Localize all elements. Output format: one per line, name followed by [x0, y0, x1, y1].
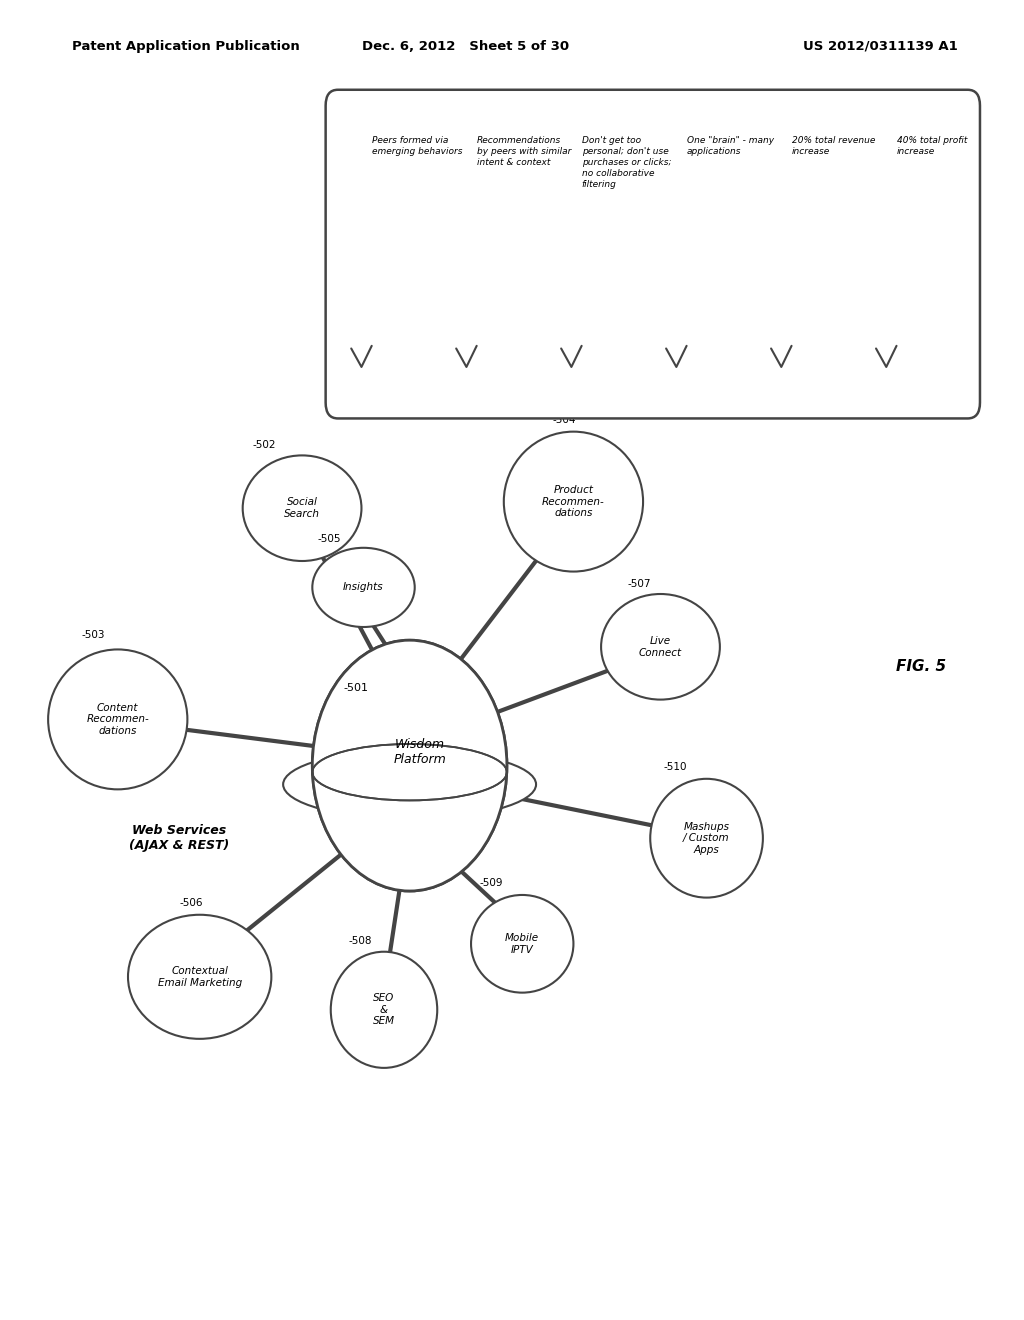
FancyBboxPatch shape	[326, 90, 980, 418]
Text: -506: -506	[179, 898, 203, 908]
Ellipse shape	[312, 548, 415, 627]
Text: -505: -505	[317, 533, 341, 544]
Text: -508: -508	[348, 936, 372, 946]
Ellipse shape	[601, 594, 720, 700]
Text: -502: -502	[253, 440, 276, 450]
Text: 20% total revenue
increase: 20% total revenue increase	[792, 136, 874, 156]
Text: SEO
&
SEM: SEO & SEM	[373, 993, 395, 1027]
Text: Recommendations
by peers with similar
intent & context: Recommendations by peers with similar in…	[477, 136, 571, 168]
Text: -501: -501	[343, 682, 368, 693]
Ellipse shape	[128, 915, 271, 1039]
Text: Insights: Insights	[343, 582, 384, 593]
Text: Content
Recommen-
dations: Content Recommen- dations	[86, 702, 150, 737]
Circle shape	[312, 640, 507, 891]
Ellipse shape	[243, 455, 361, 561]
Text: -507: -507	[628, 578, 651, 589]
Text: FIG. 5: FIG. 5	[896, 659, 946, 675]
Text: -510: -510	[664, 762, 687, 772]
Ellipse shape	[312, 752, 507, 796]
Text: -504: -504	[553, 414, 577, 425]
Text: -509: -509	[479, 878, 503, 888]
Ellipse shape	[650, 779, 763, 898]
Text: 40% total profit
increase: 40% total profit increase	[897, 136, 967, 156]
Text: US 2012/0311139 A1: US 2012/0311139 A1	[803, 40, 957, 53]
Text: Product
Recommen-
dations: Product Recommen- dations	[542, 484, 605, 519]
Text: Contextual
Email Marketing: Contextual Email Marketing	[158, 966, 242, 987]
Text: Live
Connect: Live Connect	[639, 636, 682, 657]
Text: Patent Application Publication: Patent Application Publication	[72, 40, 299, 53]
Text: Peers formed via
emerging behaviors: Peers formed via emerging behaviors	[372, 136, 462, 156]
Text: Mobile
IPTV: Mobile IPTV	[505, 933, 540, 954]
Ellipse shape	[283, 750, 537, 818]
Text: Dec. 6, 2012   Sheet 5 of 30: Dec. 6, 2012 Sheet 5 of 30	[362, 40, 569, 53]
Text: Mashups
/ Custom
Apps: Mashups / Custom Apps	[683, 821, 730, 855]
Text: -503: -503	[82, 630, 105, 640]
Ellipse shape	[331, 952, 437, 1068]
Text: Web Services
(AJAX & REST): Web Services (AJAX & REST)	[129, 824, 229, 853]
Ellipse shape	[504, 432, 643, 572]
Ellipse shape	[48, 649, 187, 789]
Circle shape	[312, 640, 507, 891]
Text: One "brain" - many
applications: One "brain" - many applications	[686, 136, 774, 156]
Text: Don't get too
personal; don't use
purchases or clicks;
no collaborative
filterin: Don't get too personal; don't use purcha…	[582, 136, 671, 189]
Text: Wisdom
Platform: Wisdom Platform	[393, 738, 446, 767]
Text: Social
Search: Social Search	[284, 498, 321, 519]
Ellipse shape	[471, 895, 573, 993]
